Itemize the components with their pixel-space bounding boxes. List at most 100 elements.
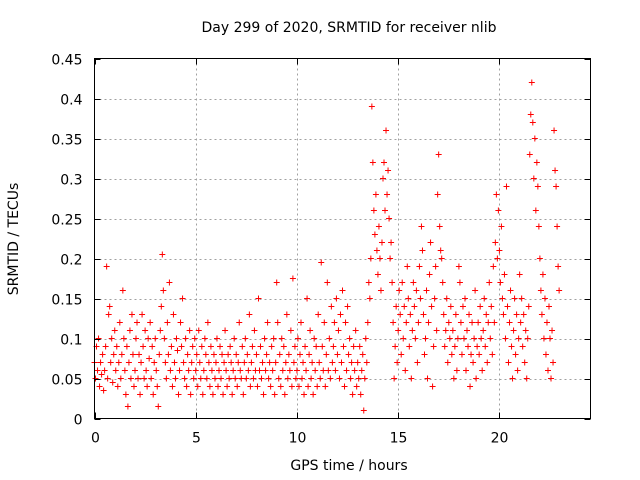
data-point — [329, 359, 336, 366]
data-point — [209, 391, 216, 398]
data-point — [388, 239, 395, 246]
data-point — [249, 343, 256, 350]
data-point — [129, 351, 136, 358]
data-point — [405, 295, 412, 302]
data-point — [476, 351, 483, 358]
data-point — [222, 327, 229, 334]
data-point — [399, 279, 406, 286]
data-point — [384, 191, 391, 198]
y-tick-labels: 0 0.05 0.1 0.15 0.2 0.25 0.3 0.35 0.4 0.45 — [51, 53, 82, 429]
data-point — [205, 359, 212, 366]
data-point — [262, 367, 269, 374]
data-point — [94, 367, 101, 374]
data-point — [232, 375, 239, 382]
data-point — [242, 335, 249, 342]
data-point — [238, 375, 245, 382]
data-point — [341, 383, 348, 390]
data-point — [350, 343, 357, 350]
data-point — [414, 359, 421, 366]
data-point — [216, 367, 223, 374]
data-point — [187, 391, 194, 398]
data-point — [362, 335, 369, 342]
data-point — [391, 375, 398, 382]
data-point — [243, 375, 250, 382]
data-point — [370, 207, 377, 214]
data-point — [340, 343, 347, 350]
data-point — [437, 247, 444, 254]
y-axis-label: SRMTID / TECUs — [6, 183, 22, 296]
data-point — [369, 159, 376, 166]
data-point — [119, 287, 126, 294]
x-tick-label: 5 — [192, 431, 201, 447]
data-point — [261, 335, 268, 342]
data-point — [163, 375, 170, 382]
data-point — [131, 367, 138, 374]
y-tick-label: 0.05 — [51, 373, 82, 389]
data-point — [213, 335, 220, 342]
data-point — [236, 319, 243, 326]
data-point — [503, 183, 510, 190]
data-point — [432, 263, 439, 270]
data-point — [545, 303, 552, 310]
data-point — [170, 311, 177, 318]
data-point — [485, 319, 492, 326]
data-point — [175, 391, 182, 398]
y-tick-label: 0 — [74, 413, 83, 429]
data-point — [272, 359, 279, 366]
y-tick-label: 0.25 — [51, 213, 82, 229]
data-point — [167, 367, 174, 374]
data-point — [436, 223, 443, 230]
data-point — [486, 279, 493, 286]
data-point — [245, 367, 252, 374]
data-point — [525, 303, 532, 310]
data-point — [273, 279, 280, 286]
data-point — [307, 327, 314, 334]
y-tick-label: 0.45 — [51, 53, 82, 69]
data-point — [527, 111, 534, 118]
data-point — [477, 303, 484, 310]
data-point — [338, 359, 345, 366]
data-point — [523, 375, 530, 382]
data-point — [182, 335, 189, 342]
data-point — [400, 335, 407, 342]
data-point — [360, 407, 367, 414]
data-point — [506, 319, 513, 326]
data-point — [180, 359, 187, 366]
data-point — [159, 251, 166, 258]
data-point — [542, 351, 549, 358]
data-point — [368, 103, 375, 110]
data-point — [347, 375, 354, 382]
data-point — [511, 295, 518, 302]
data-point — [283, 311, 290, 318]
data-point — [383, 127, 390, 134]
data-point — [450, 375, 457, 382]
data-point — [533, 159, 540, 166]
x-tick-label: 20 — [491, 431, 509, 447]
data-point — [229, 391, 236, 398]
data-point — [331, 319, 338, 326]
data-point — [115, 359, 122, 366]
data-point — [401, 303, 408, 310]
data-point — [108, 335, 115, 342]
data-point — [101, 367, 108, 374]
data-point — [417, 295, 424, 302]
data-point — [218, 375, 225, 382]
data-point — [169, 383, 176, 390]
data-point — [112, 367, 119, 374]
data-point — [258, 375, 265, 382]
data-point — [464, 327, 471, 334]
data-point — [312, 367, 319, 374]
data-point — [302, 343, 309, 350]
data-point — [130, 383, 137, 390]
data-point — [551, 127, 558, 134]
data-point — [375, 223, 382, 230]
data-point — [345, 351, 352, 358]
data-point — [99, 351, 106, 358]
data-point — [237, 367, 244, 374]
data-point — [496, 247, 503, 254]
data-point — [420, 311, 427, 318]
data-point — [538, 311, 545, 318]
data-point — [332, 367, 339, 374]
data-point — [304, 295, 311, 302]
data-point — [366, 295, 373, 302]
